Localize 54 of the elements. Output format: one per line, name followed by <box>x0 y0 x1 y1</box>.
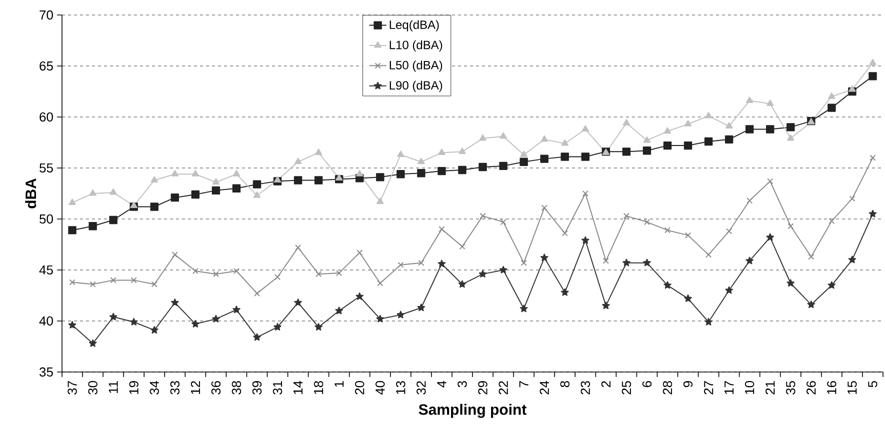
x-tick-label: 11 <box>108 381 118 394</box>
x-tick-label: 18 <box>314 381 324 394</box>
x-tick-label: 35 <box>786 381 796 394</box>
x-tick-label: 1 <box>334 381 344 387</box>
y-tick-label: 50 <box>40 214 53 224</box>
x-tick-label: 21 <box>766 381 775 394</box>
x-tick-label: 34 <box>150 380 159 394</box>
x-tick-label: 32 <box>416 381 426 394</box>
legend-label: Leq(dBA) <box>390 20 439 32</box>
x-axis-title: Sampling point <box>418 404 526 418</box>
x-tick-label: 15 <box>848 381 857 394</box>
x-tick-label: 9 <box>683 381 693 388</box>
x-tick-label: 5 <box>868 381 878 388</box>
x-tick-label: 6 <box>642 381 652 388</box>
legend-label: L90 (dBA) <box>390 80 442 92</box>
x-tick-label: 30 <box>88 381 98 394</box>
x-tick-label: 19 <box>129 381 138 394</box>
x-tick-label: 4 <box>437 380 446 388</box>
y-axis-title: dBA <box>25 178 36 208</box>
x-tick-label: 25 <box>622 381 632 394</box>
x-tick-label: 29 <box>478 381 488 394</box>
x-tick-label: 37 <box>68 381 77 394</box>
x-tick-label: 27 <box>704 381 714 394</box>
x-tick-label: 3 <box>458 381 467 388</box>
y-tick-label: 45 <box>39 265 53 275</box>
legend-label: L10 (dBA) <box>390 40 442 52</box>
x-tick-label: 28 <box>662 381 672 394</box>
y-tick-label: 60 <box>40 112 53 122</box>
y-tick-label: 65 <box>40 61 53 71</box>
x-tick-label: 17 <box>724 381 734 394</box>
x-tick-label: 10 <box>744 381 754 394</box>
x-tick-label: 36 <box>211 381 221 394</box>
y-tick-label: 55 <box>40 163 53 173</box>
x-tick-label: 20 <box>355 381 364 394</box>
x-tick-label: 7 <box>519 381 528 388</box>
x-tick-label: 14 <box>294 380 303 394</box>
x-tick-label: 2 <box>601 381 610 388</box>
x-tick-label: 38 <box>232 381 242 394</box>
x-tick-label: 16 <box>827 381 836 394</box>
x-tick-label: 22 <box>498 381 508 394</box>
legend-label: L50 (dBA) <box>390 60 442 72</box>
x-tick-label: 33 <box>170 381 180 394</box>
x-tick-label: 26 <box>806 381 816 394</box>
x-tick-label: 39 <box>252 381 262 394</box>
x-tick-label: 8 <box>560 381 570 388</box>
x-tick-label: 31 <box>272 381 282 394</box>
x-tick-label: 12 <box>190 381 200 394</box>
y-tick-label: 70 <box>40 10 53 20</box>
y-tick-label: 35 <box>40 367 53 377</box>
x-tick-label: 24 <box>540 380 549 394</box>
x-tick-label: 40 <box>376 381 385 395</box>
y-tick-label: 40 <box>39 316 53 326</box>
x-tick-label: 23 <box>580 381 590 394</box>
x-tick-label: 13 <box>396 381 406 394</box>
